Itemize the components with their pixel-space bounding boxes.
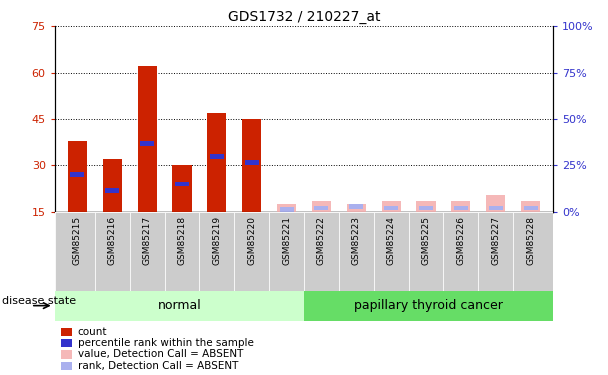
Text: rank, Detection Call = ABSENT: rank, Detection Call = ABSENT bbox=[78, 361, 238, 370]
Bar bbox=[137, 66, 157, 212]
Text: GSM85226: GSM85226 bbox=[457, 216, 465, 265]
Bar bbox=[68, 141, 87, 212]
Bar bbox=[486, 195, 505, 212]
Bar bbox=[55, 212, 95, 291]
Bar bbox=[103, 159, 122, 212]
Text: GSM85227: GSM85227 bbox=[491, 216, 500, 265]
Bar bbox=[347, 204, 366, 212]
Bar bbox=[140, 141, 154, 146]
Text: GSM85218: GSM85218 bbox=[178, 216, 187, 265]
Bar bbox=[130, 212, 165, 291]
Bar bbox=[95, 212, 130, 291]
Text: GSM85228: GSM85228 bbox=[526, 216, 535, 265]
Bar bbox=[71, 172, 85, 177]
Bar bbox=[384, 206, 398, 210]
Bar bbox=[339, 212, 374, 291]
Bar bbox=[234, 212, 269, 291]
Bar bbox=[245, 160, 258, 165]
Bar bbox=[451, 201, 471, 212]
Bar bbox=[521, 201, 540, 212]
Text: GSM85215: GSM85215 bbox=[73, 216, 82, 265]
Text: disease state: disease state bbox=[2, 296, 76, 306]
Text: GSM85221: GSM85221 bbox=[282, 216, 291, 265]
Bar bbox=[443, 212, 478, 291]
Bar bbox=[210, 154, 224, 159]
Bar bbox=[454, 206, 468, 210]
Text: normal: normal bbox=[157, 299, 201, 312]
Text: GSM85217: GSM85217 bbox=[143, 216, 151, 265]
Bar bbox=[314, 206, 328, 210]
Text: GSM85222: GSM85222 bbox=[317, 216, 326, 265]
Bar bbox=[277, 204, 296, 212]
Bar bbox=[55, 291, 304, 321]
Bar bbox=[173, 165, 192, 212]
Bar bbox=[175, 182, 189, 186]
Bar bbox=[523, 206, 537, 210]
Bar bbox=[478, 212, 513, 291]
Bar bbox=[304, 212, 339, 291]
Bar bbox=[382, 201, 401, 212]
Bar bbox=[419, 206, 433, 210]
Title: GDS1732 / 210227_at: GDS1732 / 210227_at bbox=[228, 10, 380, 24]
Text: GSM85223: GSM85223 bbox=[352, 216, 361, 265]
Text: papillary thyroid cancer: papillary thyroid cancer bbox=[354, 299, 503, 312]
Bar bbox=[513, 212, 553, 291]
Text: GSM85224: GSM85224 bbox=[387, 216, 396, 265]
Text: GSM85225: GSM85225 bbox=[421, 216, 430, 265]
Bar bbox=[489, 206, 503, 210]
Bar bbox=[350, 204, 363, 209]
Bar bbox=[165, 212, 199, 291]
Bar bbox=[312, 201, 331, 212]
Bar bbox=[105, 188, 119, 192]
Text: percentile rank within the sample: percentile rank within the sample bbox=[78, 338, 254, 348]
Bar bbox=[199, 212, 234, 291]
Text: value, Detection Call = ABSENT: value, Detection Call = ABSENT bbox=[78, 350, 243, 359]
Bar bbox=[409, 212, 443, 291]
Bar bbox=[416, 201, 435, 212]
Text: GSM85220: GSM85220 bbox=[247, 216, 256, 265]
Bar bbox=[207, 113, 226, 212]
Bar bbox=[242, 119, 261, 212]
Bar bbox=[269, 212, 304, 291]
Bar bbox=[374, 212, 409, 291]
Bar bbox=[280, 207, 294, 212]
Text: count: count bbox=[78, 327, 108, 337]
Bar bbox=[304, 291, 553, 321]
Text: GSM85216: GSM85216 bbox=[108, 216, 117, 265]
Text: GSM85219: GSM85219 bbox=[212, 216, 221, 265]
